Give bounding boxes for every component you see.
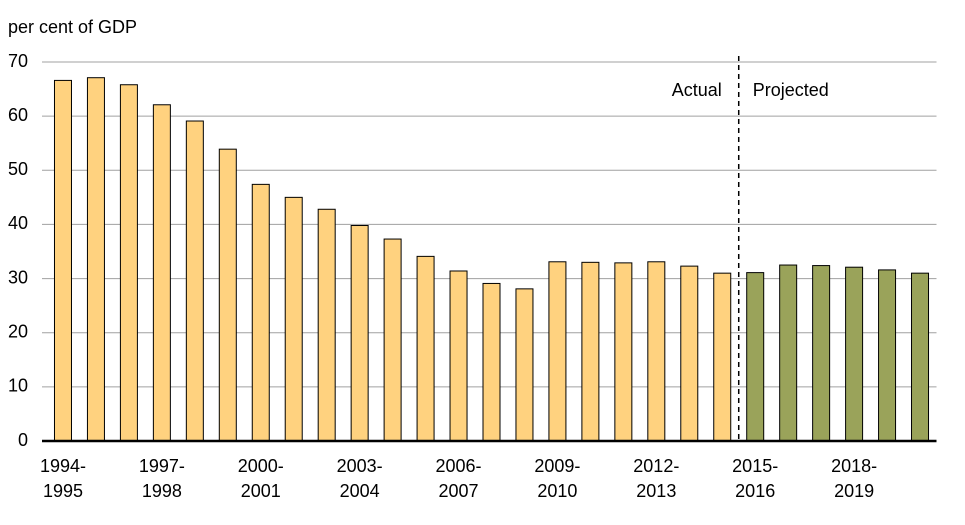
x-tick-label: 2007 — [439, 481, 479, 501]
x-tick-label: 2019 — [834, 481, 874, 501]
bar — [317, 208, 336, 442]
y-tick-label: 20 — [8, 321, 28, 341]
bar — [779, 264, 798, 442]
x-tick-label: 1997- — [139, 456, 185, 476]
bar — [812, 265, 831, 442]
bar — [845, 266, 864, 442]
y-tick-label: 30 — [8, 267, 28, 287]
bar — [581, 261, 600, 442]
y-tick-label: 50 — [8, 159, 28, 179]
y-tick-label: 60 — [8, 105, 28, 125]
bar — [284, 196, 303, 442]
x-tick-label: 2000- — [238, 456, 284, 476]
x-tick-label: 1998 — [142, 481, 182, 501]
bar — [185, 120, 204, 442]
y-axis-label: per cent of GDP — [8, 17, 137, 37]
bar — [911, 272, 930, 442]
bar — [746, 272, 765, 442]
x-tick-label: 2003- — [337, 456, 383, 476]
bar — [713, 272, 732, 442]
y-tick-label: 70 — [8, 51, 28, 71]
bar — [119, 84, 138, 442]
y-tick-label: 10 — [8, 376, 28, 396]
bar — [515, 288, 534, 442]
bar — [416, 255, 435, 442]
bar — [680, 265, 699, 442]
y-tick-label: 40 — [8, 213, 28, 233]
x-tick-label: 2013 — [636, 481, 676, 501]
annotation: Actual — [672, 80, 722, 100]
bar — [449, 270, 468, 442]
bar — [482, 282, 501, 442]
x-tick-label: 2001 — [241, 481, 281, 501]
bar — [383, 238, 402, 442]
x-tick-label: 1995 — [43, 481, 83, 501]
x-tick-label: 2015- — [732, 456, 778, 476]
bar — [614, 262, 633, 442]
bar — [152, 104, 171, 442]
x-tick-label: 2012- — [633, 456, 679, 476]
bar — [647, 261, 666, 442]
x-tick-label: 1994- — [40, 456, 86, 476]
y-tick-label: 0 — [18, 430, 28, 450]
x-tick-label: 2016 — [735, 481, 775, 501]
bar — [251, 183, 270, 442]
bar — [218, 148, 237, 442]
bar — [548, 261, 567, 442]
x-tick-label: 2006- — [436, 456, 482, 476]
x-tick-label: 2004 — [340, 481, 380, 501]
bar — [53, 79, 72, 442]
x-tick-label: 2010 — [537, 481, 577, 501]
x-tick-label: 2009- — [534, 456, 580, 476]
bar — [350, 225, 369, 442]
x-tick-label: 2018- — [831, 456, 877, 476]
bar — [86, 77, 105, 442]
bar — [878, 269, 897, 442]
annotation: Projected — [753, 80, 829, 100]
